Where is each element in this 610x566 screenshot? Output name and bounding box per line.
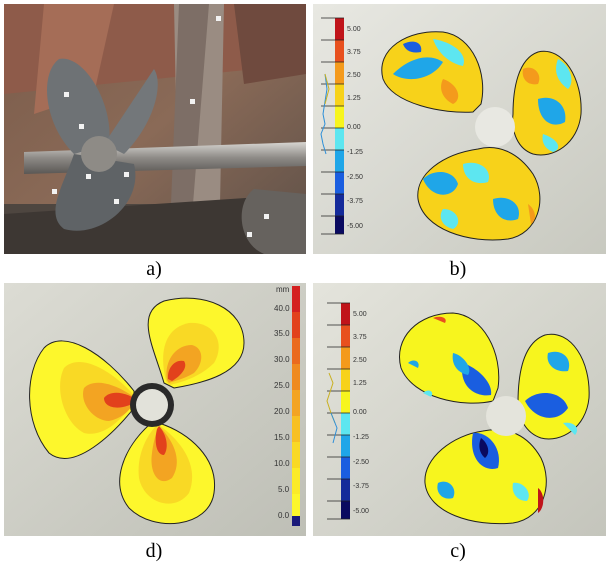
blade-upper-left-b (381, 31, 484, 113)
propeller-photo (4, 4, 306, 254)
deviation-map-b: 5.00 3.75 2.50 1.25 0.00 -1.25 -2.50 -3.… (313, 4, 606, 254)
scale-b-tick-0: 5.00 (347, 26, 361, 33)
deviation-scale-b: 5.00 3.75 2.50 1.25 0.00 -1.25 -2.50 -3.… (320, 17, 363, 235)
scale-c-tick-3: 1.25 (353, 380, 367, 387)
scale-c-tick-0: 5.00 (353, 311, 367, 318)
deviation-map-c: 5.00 3.75 2.50 1.25 0.00 -1.25 -2.50 -3.… (313, 283, 606, 536)
blade-bottom-d (119, 422, 216, 525)
scale-d-tick-2: 30.0 (274, 355, 290, 364)
scale-d-tick-3: 25.0 (274, 381, 290, 390)
scale-b-tick-6: -2.50 (347, 174, 363, 181)
scale-c-tick-5: -1.25 (353, 434, 369, 441)
scale-c-tick-2: 2.50 (353, 357, 367, 364)
caption-c: c) (450, 540, 466, 562)
scale-d-tick-5: 15.0 (274, 433, 290, 442)
scale-b-tick-8: -5.00 (347, 223, 363, 230)
scale-d-tick-7: 5.0 (278, 485, 290, 494)
blade-left-d (29, 340, 135, 459)
scale-b-tick-4: 0.00 (347, 124, 361, 131)
scale-d-tick-0: 40.0 (274, 304, 290, 313)
blade-upper-left-c (399, 312, 500, 404)
blade-right-c (517, 333, 590, 440)
scale-c-tick-8: -5.00 (353, 508, 369, 515)
scale-c-tick-7: -3.75 (353, 483, 369, 490)
scale-b-tick-5: -1.25 (347, 149, 363, 156)
blade-right-b (512, 50, 582, 156)
scale-b-tick-3: 1.25 (347, 95, 361, 102)
scale-c-tick-6: -2.50 (353, 459, 369, 466)
scale-d-tick-1: 35.0 (274, 329, 290, 338)
scale-d-tick-8: 0.0 (278, 511, 290, 520)
blade-bottom-c (424, 429, 547, 525)
scale-c-tick-4: 0.00 (353, 409, 367, 416)
caption-a: a) (146, 258, 162, 280)
caption-b: b) (449, 258, 467, 280)
scale-d-tick-4: 20.0 (274, 407, 290, 416)
thickness-map-d: mm 40.0 35.0 30.0 25.0 20.0 15.0 10.0 5.… (4, 283, 306, 536)
thickness-scale-d: mm 40.0 35.0 30.0 25.0 20.0 15.0 10.0 5.… (274, 285, 300, 526)
blade-top-d (147, 297, 245, 389)
caption-d: d) (145, 540, 163, 562)
scale-d-unit: mm (276, 285, 290, 294)
deviation-scale-c: 5.00 3.75 2.50 1.25 0.00 -1.25 -2.50 -3.… (326, 302, 369, 520)
scale-b-tick-1: 3.75 (347, 49, 361, 56)
scale-b-tick-2: 2.50 (347, 72, 361, 79)
blade-bottom-b (417, 147, 541, 241)
scale-c-tick-1: 3.75 (353, 334, 367, 341)
scale-b-tick-7: -3.75 (347, 198, 363, 205)
scale-d-tick-6: 10.0 (274, 459, 290, 468)
